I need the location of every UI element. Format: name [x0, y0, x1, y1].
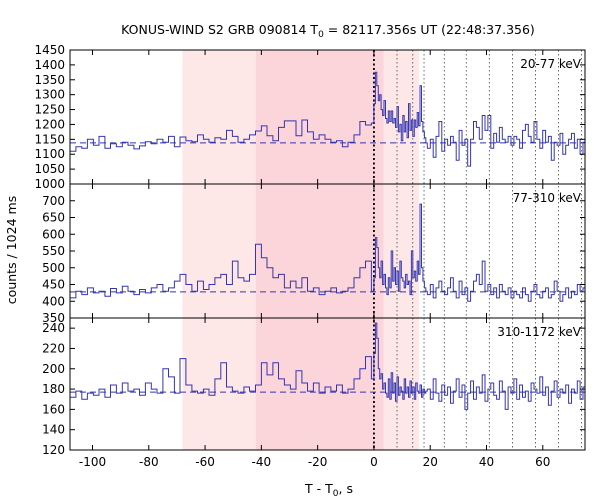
shaded-region-0 [182, 50, 256, 450]
y-tick-label: 1350 [34, 73, 65, 87]
y-tick-label: 350 [42, 311, 65, 325]
y-tick-label: 600 [42, 227, 65, 241]
x-tick-label: 0 [370, 455, 378, 469]
x-axis-label-main: T - T [304, 481, 333, 496]
chart-title-rest: = 82117.356s UT (22:48:37.356) [324, 22, 535, 37]
energy-band-label: 20-77 keV [520, 57, 582, 71]
chart-title: KONUS-WIND S2 GRB 090814 T0 = 82117.356s… [121, 22, 535, 40]
text-layer: KONUS-WIND S2 GRB 090814 T0 = 82117.356s… [4, 22, 582, 499]
y-tick-label: 1300 [34, 88, 65, 102]
y-tick-label: 1000 [34, 177, 65, 191]
y-tick-label: 220 [42, 341, 65, 355]
panel-frame-3 [69, 317, 586, 451]
energy-band-label: 77-310 keV [513, 191, 582, 205]
x-tick-label: -100 [79, 455, 106, 469]
energy-band-label: 310-1172 keV [497, 325, 581, 339]
y-tick-label: 140 [42, 423, 65, 437]
y-axis-label: counts / 1024 ms [4, 196, 19, 304]
y-tick-label: 200 [42, 362, 65, 376]
light-curve-panel-2 [70, 203, 585, 302]
y-tick-label: 500 [42, 261, 65, 275]
y-tick-label: 1400 [34, 58, 65, 72]
y-tick-label: 240 [42, 321, 65, 335]
y-tick-label: 700 [42, 194, 65, 208]
x-tick-label: -80 [139, 455, 159, 469]
x-axis-label-sub: 0 [333, 489, 339, 499]
y-tick-label: 160 [42, 402, 65, 416]
light-curve-panel-3 [70, 322, 585, 410]
y-tick-label: 650 [42, 211, 65, 225]
y-tick-label: 1150 [34, 132, 65, 146]
x-axis-label: T - T0, s [304, 481, 353, 499]
y-tick-label: 1450 [34, 43, 65, 57]
y-tick-label: 1250 [34, 103, 65, 117]
chart-title-sub: 0 [318, 30, 324, 40]
shading-layer [182, 50, 419, 450]
x-tick-label: 20 [423, 455, 438, 469]
x-tick-label: -40 [252, 455, 272, 469]
chart-title-main: KONUS-WIND S2 GRB 090814 T [121, 22, 318, 37]
y-tick-label: 120 [42, 443, 65, 457]
y-tick-label: 1200 [34, 117, 65, 131]
x-tick-label: -60 [195, 455, 215, 469]
shaded-region-1 [255, 50, 384, 450]
frame-layer [69, 49, 586, 451]
x-tick-label: 60 [535, 455, 550, 469]
x-tick-label: -20 [308, 455, 328, 469]
x-tick-label: 40 [479, 455, 494, 469]
y-tick-label: 180 [42, 382, 65, 396]
y-tick-label: 450 [42, 278, 65, 292]
y-tick-label: 1050 [34, 162, 65, 176]
y-tick-label: 550 [42, 244, 65, 258]
vertical-lines-layer [373, 50, 583, 450]
y-tick-label: 400 [42, 294, 65, 308]
y-tick-label: 1100 [34, 147, 65, 161]
light-curve-panel-1 [70, 71, 585, 167]
x-axis-label-rest: , s [339, 481, 353, 496]
data-layer [70, 71, 585, 410]
